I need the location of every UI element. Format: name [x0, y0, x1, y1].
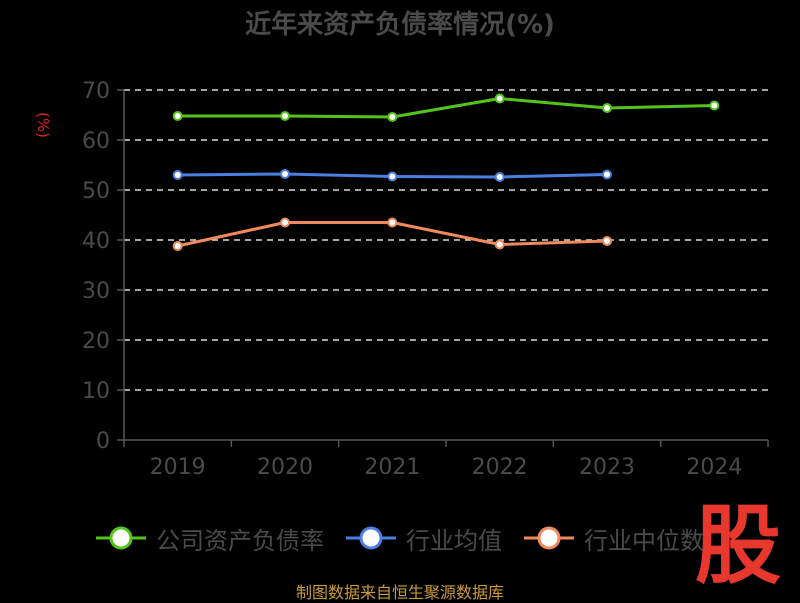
x-tick-label-2024: 2024: [686, 455, 742, 480]
x-tick-label-2019: 2019: [150, 455, 206, 480]
legend-label-company: 公司资产负债率: [156, 526, 324, 555]
y-tick-label-50: 50: [82, 179, 110, 204]
legend-item-industry-median[interactable]: 行业中位数: [524, 521, 704, 556]
data-point-0-2023: [602, 103, 612, 113]
series-2: [172, 217, 612, 251]
legend-marker-industry-median: [524, 526, 574, 550]
data-point-2-2023: [602, 236, 612, 246]
y-tick-label-20: 20: [82, 329, 110, 354]
y-tick-label-10: 10: [82, 379, 110, 404]
legend-item-company[interactable]: 公司资产负债率: [96, 521, 324, 556]
y-tick-label-40: 40: [82, 229, 110, 254]
x-tick-label-2020: 2020: [257, 455, 313, 480]
data-point-2-2022: [494, 239, 505, 250]
data-point-1-2022: [494, 172, 505, 182]
legend-item-industry-average[interactable]: 行业均值: [346, 521, 502, 556]
x-tick-label-2021: 2021: [364, 455, 420, 480]
chart-title: 近年来资产负债率情况(%): [245, 10, 555, 40]
data-point-0-2021: [387, 112, 398, 122]
legend: 公司资产负债率 行业均值 行业中位数: [96, 519, 726, 557]
data-point-0-2020: [280, 111, 290, 121]
tick-labels: 0 10 20 30 40 50 60 70 2019 2020 2021 2022 2023 2024: [82, 79, 742, 480]
series-1: [172, 169, 612, 182]
data-point-0-2022: [494, 93, 505, 104]
y-tick-label-0: 0: [96, 429, 110, 454]
x-tick-label-2022: 2022: [472, 455, 528, 480]
x-tick-label-2023: 2023: [579, 455, 635, 480]
data-point-2-2019: [172, 241, 183, 251]
series-lines: [172, 93, 720, 251]
legend-marker-company: [96, 526, 146, 550]
data-point-0-2019: [172, 111, 183, 121]
y-tick-label-70: 70: [82, 79, 110, 104]
gridlines: [124, 89, 768, 391]
y-tick-label-60: 60: [82, 129, 110, 154]
data-point-2-2021: [387, 217, 398, 228]
source-note: 制图数据来自恒生聚源数据库: [295, 583, 504, 602]
series-0: [172, 93, 720, 122]
data-point-2-2020: [280, 217, 290, 228]
axes: [117, 89, 769, 447]
data-point-1-2019: [172, 170, 183, 180]
data-point-1-2021: [387, 171, 398, 182]
data-point-0-2024: [709, 100, 720, 111]
legend-label-industry-average: 行业均值: [406, 526, 502, 555]
legend-marker-industry-average: [346, 526, 396, 550]
series-line-0: [177, 97, 715, 119]
y-tick-label-30: 30: [82, 279, 110, 304]
legend-label-industry-median: 行业中位数: [584, 526, 704, 555]
data-point-1-2020: [280, 169, 290, 179]
brand-logo: 股: [695, 496, 781, 596]
data-point-1-2023: [602, 169, 612, 180]
